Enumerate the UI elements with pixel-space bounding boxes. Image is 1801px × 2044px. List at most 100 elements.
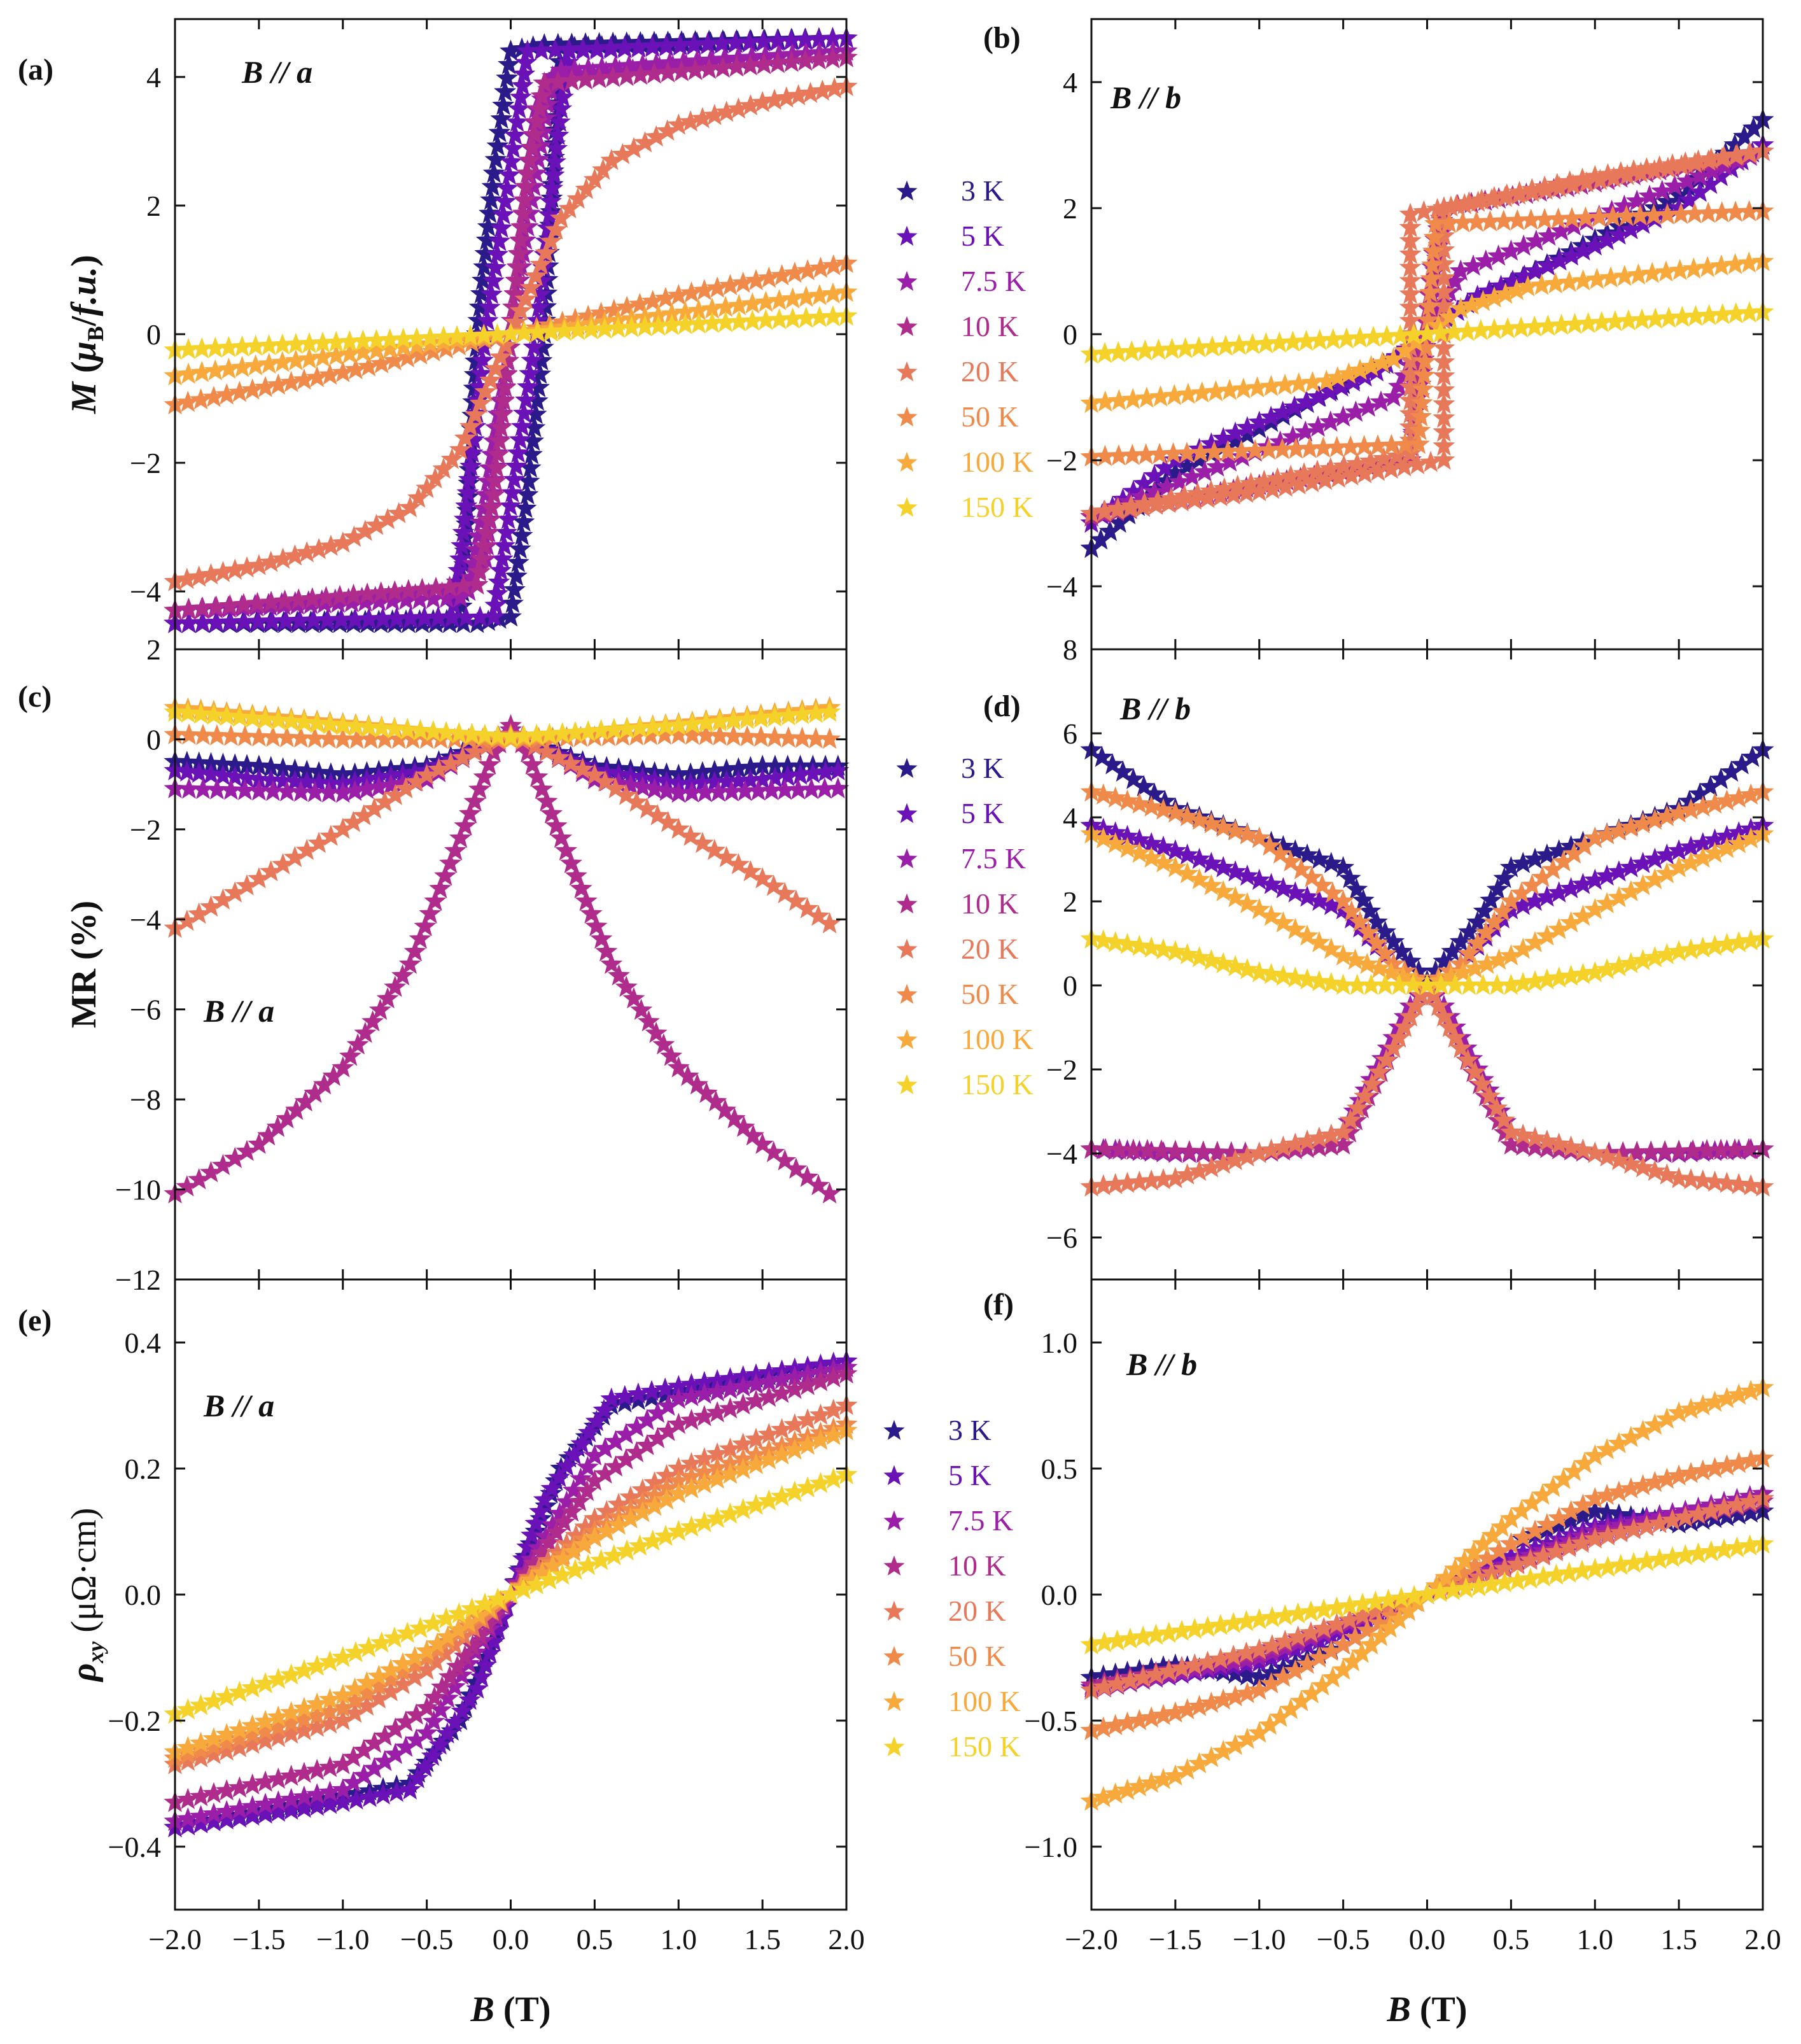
data-point: [808, 48, 830, 70]
data-point: [519, 148, 542, 171]
data-point: [723, 1107, 746, 1129]
data-point: [354, 1021, 377, 1043]
data-point: [510, 524, 533, 546]
data-point: [695, 1082, 718, 1103]
data-point: [1412, 200, 1435, 222]
data-point: [283, 770, 306, 792]
data-point: [727, 852, 750, 875]
data-point: [552, 1511, 575, 1532]
data-point: [560, 69, 583, 91]
y-axis-label: ρxy (μΩ·cm): [64, 1508, 108, 1683]
legend-marker: [896, 406, 918, 427]
data-point: [295, 770, 318, 793]
data-point: [646, 804, 669, 826]
data-point: [1092, 929, 1115, 951]
data-point: [508, 537, 531, 559]
data-point: [357, 715, 380, 737]
data-point: [670, 60, 693, 81]
data-point: [1218, 379, 1241, 400]
data-point: [691, 831, 714, 853]
data-point: [643, 777, 666, 800]
data-point: [1332, 889, 1355, 911]
data-point: [1405, 994, 1427, 1016]
data-point: [475, 229, 498, 250]
data-point: [1421, 984, 1444, 1006]
data-point: [1534, 178, 1557, 200]
data-point: [1111, 760, 1134, 782]
data-point: [745, 1453, 767, 1474]
data-point: [1248, 868, 1271, 890]
data-point: [1181, 465, 1203, 487]
data-point: [679, 824, 702, 846]
data-point: [537, 1531, 560, 1553]
data-point: [592, 158, 615, 180]
data-point: [466, 1677, 489, 1699]
data-point: [496, 176, 519, 199]
legend-label: 50 K: [961, 978, 1019, 1010]
series-150-k: [1080, 1532, 1774, 1655]
y-tick-label: −4: [1046, 1138, 1077, 1170]
data-point: [1272, 911, 1294, 933]
data-point: [344, 715, 367, 737]
legend-label: 7.5 K: [948, 1504, 1013, 1537]
series-20-k: [164, 722, 841, 938]
data-point: [361, 1010, 384, 1032]
data-point: [704, 1090, 727, 1111]
data-point: [577, 1553, 599, 1575]
data-point: [520, 1523, 543, 1546]
data-point: [1152, 851, 1175, 873]
data-point: [603, 1544, 626, 1565]
y-axis-label: M (μB/f.u.): [64, 255, 108, 414]
legend-marker: [883, 1420, 905, 1441]
data-point: [604, 777, 627, 799]
y-tick-label: −2: [130, 814, 161, 846]
series-5-k: [164, 26, 858, 633]
data-point: [1462, 254, 1485, 276]
data-point: [370, 581, 393, 603]
data-point: [594, 770, 617, 792]
field-direction-annotation: B // a: [203, 1388, 274, 1423]
data-point: [482, 161, 505, 183]
data-point: [545, 1521, 568, 1542]
data-point: [697, 57, 720, 79]
data-point: [494, 376, 517, 398]
legend-marker: [883, 1600, 905, 1621]
data-point: [1339, 1108, 1362, 1131]
panel-label: (e): [18, 1304, 52, 1337]
data-point: [370, 1631, 393, 1653]
data-point: [818, 700, 841, 722]
data-point: [526, 765, 549, 787]
data-point: [1492, 1108, 1515, 1131]
data-point: [1585, 267, 1608, 290]
data-point: [1410, 405, 1433, 426]
panel-label: (b): [983, 21, 1021, 55]
field-direction-annotation: B // b: [1126, 1346, 1197, 1382]
data-point: [1370, 390, 1392, 412]
y-tick-label: 4: [1063, 66, 1077, 99]
data-point: [1320, 852, 1343, 873]
data-point: [1152, 938, 1175, 960]
data-point: [466, 573, 489, 595]
y-tick-label: 1.0: [1041, 1327, 1078, 1359]
data-point: [1135, 386, 1158, 408]
data-point: [657, 810, 680, 833]
data-point: [796, 1433, 819, 1455]
y-tick-label: 0.5: [1041, 1453, 1078, 1485]
data-point: [1433, 1005, 1455, 1027]
data-point: [783, 1413, 806, 1435]
data-point: [260, 591, 283, 612]
data-point: [519, 362, 542, 384]
data-point: [1140, 795, 1163, 817]
panel-f: −1.0 −0.5 0.0 0.5 1.0 −2.0 −1.5 −1.0 −0.5 0.0 0.5 1…: [983, 1278, 1781, 2029]
data-point: [344, 1640, 367, 1663]
data-point: [590, 927, 613, 949]
data-point: [667, 1056, 690, 1078]
data-point: [1284, 917, 1307, 940]
data-point: [1248, 961, 1271, 983]
y-tick-label: 4: [146, 61, 161, 94]
data-point: [228, 1776, 251, 1798]
data-point: [512, 202, 535, 223]
legend-marker: [896, 271, 918, 292]
y-tick-label: −4: [130, 575, 161, 608]
data-point: [564, 864, 587, 886]
